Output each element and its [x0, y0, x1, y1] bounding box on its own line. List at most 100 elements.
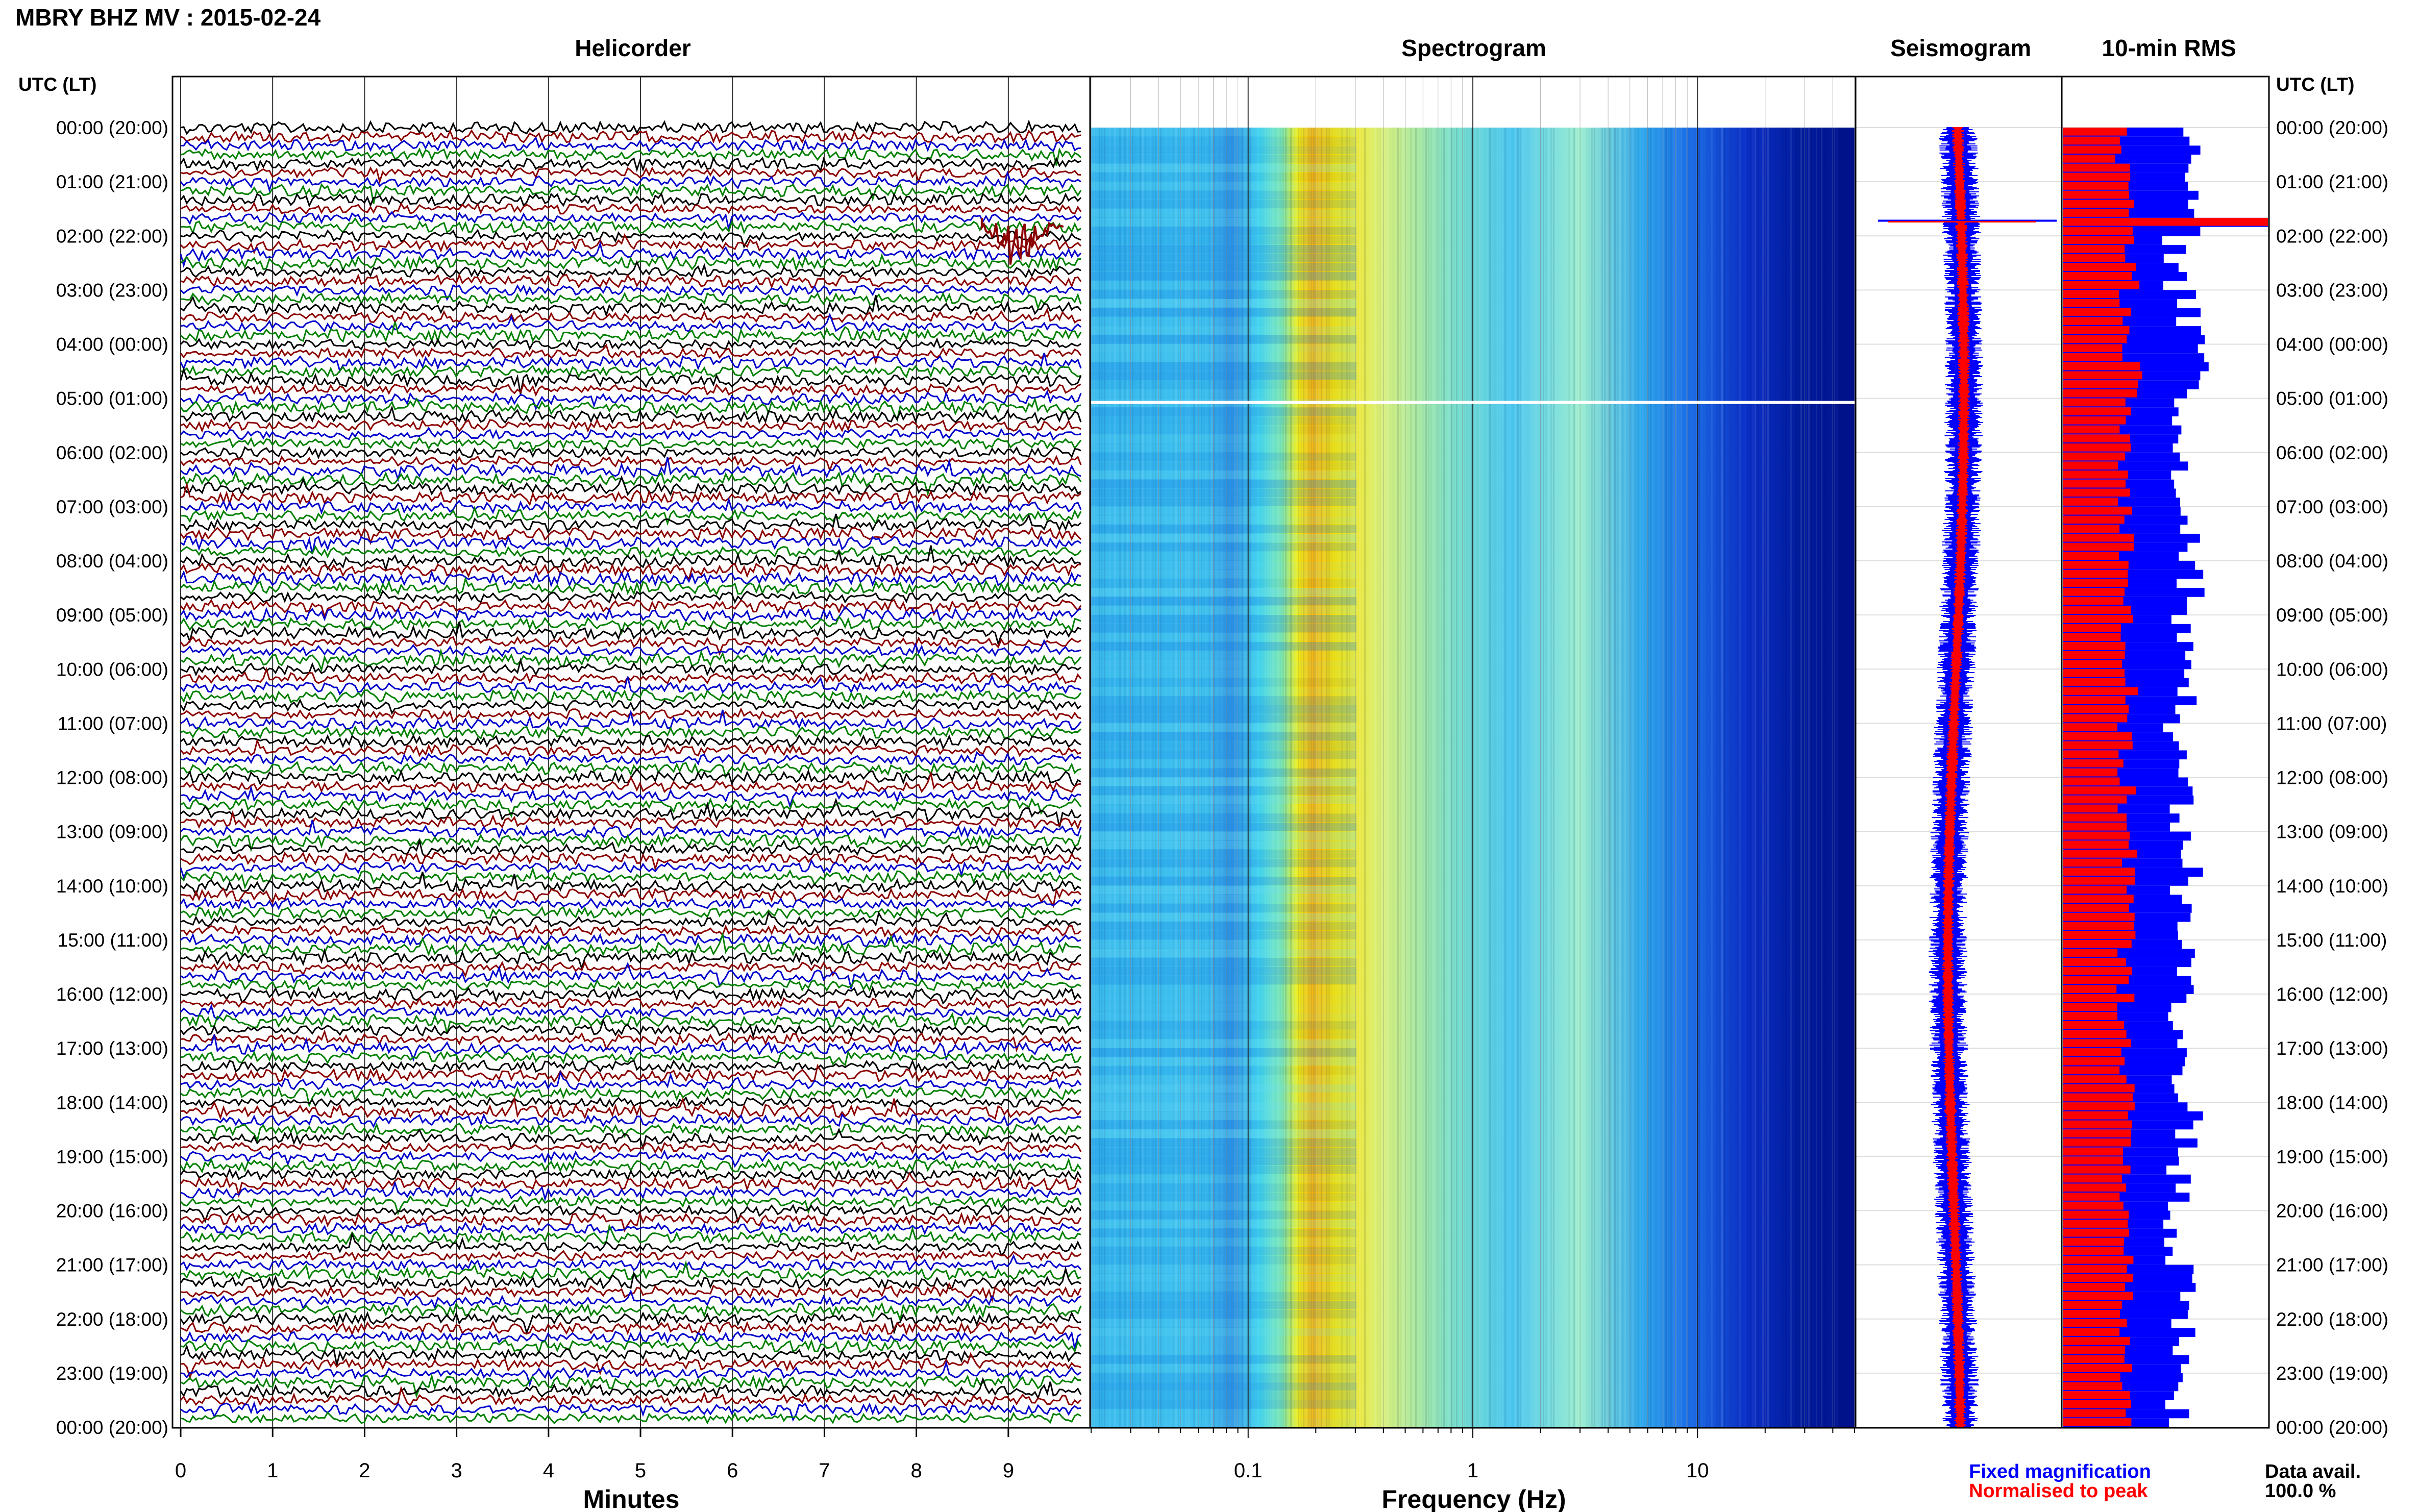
- spectrogram-row-band: [1091, 867, 1356, 877]
- rms-bar-normalised: [2063, 344, 2122, 353]
- helicorder-trace: [180, 389, 1082, 411]
- helicorder-trace: [180, 961, 1081, 989]
- rms-bar-normalised: [2063, 335, 2127, 343]
- spectrogram-texture: [1114, 128, 1116, 1427]
- spectrogram-texture: [1709, 128, 1710, 1427]
- rms-bar-normalised: [2063, 867, 2135, 876]
- helicorder-trace: [180, 932, 1081, 948]
- spectrogram-texture: [1193, 128, 1195, 1427]
- time-tick-right: 11:00 (07:00): [2276, 713, 2387, 734]
- helicorder-trace: [180, 295, 1082, 317]
- spectrogram-texture: [1645, 128, 1646, 1427]
- helicorder-trace: [180, 253, 1081, 272]
- rms-bar-normalised: [2063, 606, 2131, 614]
- time-tick-left: 04:00 (00:00): [56, 334, 168, 355]
- helicorder-trace: [180, 770, 1081, 794]
- spectrogram-row-band: [1091, 1310, 1356, 1319]
- helicorder-trace: [180, 589, 1081, 604]
- rms-bar-normalised: [2063, 470, 2128, 479]
- time-tick-left: 11:00 (07:00): [58, 713, 168, 734]
- rms-bar-normalised: [2063, 633, 2121, 641]
- helicorder-trace: [180, 1330, 1081, 1349]
- spectrogram-texture: [1196, 128, 1197, 1427]
- spectrogram-row-band: [1091, 660, 1356, 669]
- rms-bar-normalised: [2063, 696, 2126, 704]
- spectrogram-texture: [1586, 128, 1588, 1427]
- spectrogram-row-band: [1091, 172, 1356, 182]
- spectrogram-row-band: [1091, 786, 1356, 795]
- rms-bar-normalised: [2063, 506, 2132, 515]
- helicorder-trace: [180, 1411, 1081, 1425]
- time-tick-right: 01:00 (21:00): [2276, 171, 2388, 192]
- helicorder-trace: [180, 526, 1082, 546]
- spectrogram-texture: [1596, 128, 1598, 1427]
- helicorder-trace: [180, 797, 1082, 828]
- spectrogram-texture: [1408, 128, 1409, 1427]
- helicorder-trace: [180, 738, 1081, 757]
- helicorder-trace: [180, 1012, 1081, 1034]
- spectrogram-row-band: [1091, 145, 1356, 155]
- spectrogram-row-band: [1091, 615, 1356, 624]
- spectrogram-texture: [1556, 128, 1557, 1427]
- spectrogram-row-band: [1091, 651, 1356, 660]
- rms-bar-normalised: [2063, 1048, 2121, 1056]
- spectrogram-texture: [1464, 128, 1465, 1427]
- helicorder-trace: [180, 887, 1082, 908]
- rms-bar-normalised: [2063, 272, 2132, 280]
- rms-bar-normalised: [2063, 1210, 2129, 1219]
- spectrogram-row-band: [1091, 515, 1356, 525]
- helicorder-trace: [180, 1334, 1082, 1356]
- seismogram-title: Seismogram: [1890, 35, 2031, 61]
- helicorder-trace: [180, 1003, 1082, 1021]
- spectrogram-row-band: [1091, 542, 1356, 552]
- rms-bar-normalised: [2063, 407, 2131, 415]
- spectrogram-row-band: [1091, 1066, 1356, 1075]
- rms-bar-normalised: [2063, 786, 2136, 795]
- spectrogram-row-band: [1091, 696, 1356, 705]
- rms-bar-normalised: [2063, 804, 2118, 813]
- spectrogram-texture: [1660, 128, 1662, 1427]
- rms-bar-normalised: [2063, 561, 2129, 569]
- spectrogram-texture: [1571, 128, 1572, 1427]
- spectrogram-texture: [1823, 128, 1825, 1427]
- spectrogram-texture: [1844, 128, 1845, 1427]
- minutes-axis-label: Minutes: [583, 1485, 680, 1512]
- spectrogram-row-band: [1091, 850, 1356, 858]
- spectrogram-texture: [1124, 128, 1126, 1427]
- spectrogram-texture: [1612, 128, 1613, 1427]
- spectrogram-row-band: [1091, 976, 1356, 985]
- spectrogram-texture: [1160, 128, 1162, 1427]
- spectrogram-texture: [1323, 128, 1325, 1427]
- time-tick-right: 22:00 (18:00): [2276, 1309, 2388, 1330]
- frequency-axis-label: Frequency (Hz): [1381, 1485, 1566, 1512]
- rms-bar-normalised: [2063, 380, 2138, 388]
- rms-panel: [2062, 127, 2269, 1428]
- time-tick-left: 05:00 (01:00): [56, 388, 168, 409]
- time-tick-left: 02:00 (22:00): [56, 226, 168, 246]
- spectrogram-texture: [1402, 128, 1404, 1427]
- rms-bar-normalised: [2063, 1012, 2117, 1021]
- spectrogram-row-band: [1091, 1210, 1356, 1220]
- spectrogram-row-band: [1091, 1418, 1356, 1427]
- spectrogram-row-band: [1091, 561, 1356, 569]
- spectrogram-texture: [1573, 128, 1575, 1427]
- spectrogram-texture: [1816, 128, 1817, 1427]
- time-tick-right: 10:00 (06:00): [2276, 659, 2388, 680]
- spectrogram-texture: [1415, 128, 1417, 1427]
- spectrogram-row-band: [1091, 1292, 1356, 1301]
- spectrogram-row-band: [1091, 272, 1356, 281]
- spectrogram-row-band: [1091, 136, 1356, 145]
- rms-bar-normalised: [2063, 877, 2135, 885]
- spectrogram-texture: [1681, 128, 1682, 1427]
- spectrogram-row-band: [1091, 759, 1356, 768]
- spectrogram-texture: [1221, 128, 1223, 1427]
- rms-bar-normalised: [2063, 200, 2134, 208]
- spectrogram-texture: [1150, 128, 1151, 1427]
- spectrogram-row-band: [1091, 579, 1356, 588]
- rms-bar-normalised: [2063, 1183, 2127, 1192]
- spectrogram-texture: [1397, 128, 1399, 1427]
- spectrogram-row-band: [1091, 633, 1356, 642]
- spectrogram-texture: [1469, 128, 1470, 1427]
- helicorder-trace: [180, 820, 1082, 839]
- rms-bar-normalised: [2063, 1382, 2122, 1391]
